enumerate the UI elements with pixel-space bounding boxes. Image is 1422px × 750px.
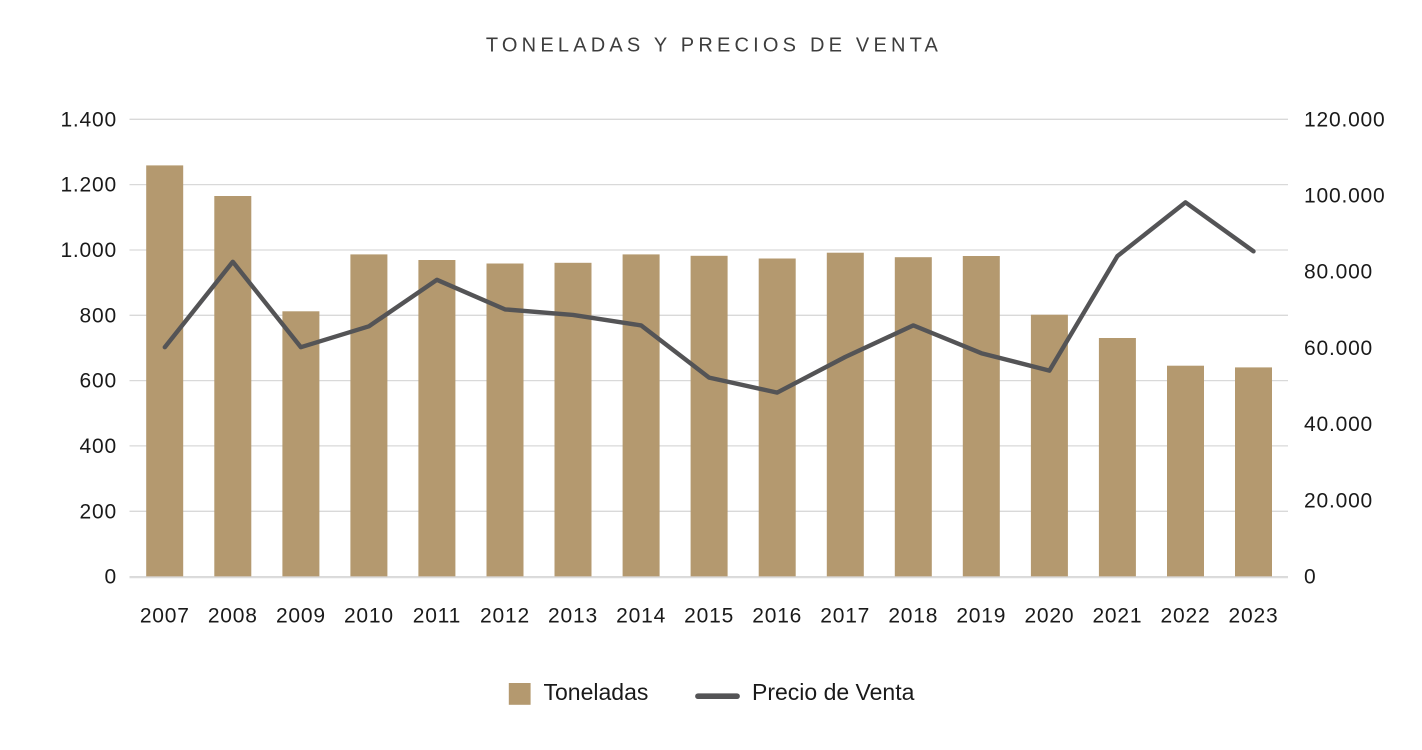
svg-text:2012: 2012 xyxy=(480,605,530,628)
svg-text:40.000: 40.000 xyxy=(1304,413,1373,436)
svg-text:TONELADAS Y PRECIOS DE VENTA: TONELADAS Y PRECIOS DE VENTA xyxy=(486,35,942,57)
svg-text:400: 400 xyxy=(80,435,117,458)
svg-text:2016: 2016 xyxy=(752,605,802,628)
svg-text:2020: 2020 xyxy=(1024,605,1074,628)
svg-text:2017: 2017 xyxy=(820,605,870,628)
svg-text:60.000: 60.000 xyxy=(1304,337,1373,360)
svg-text:120.000: 120.000 xyxy=(1304,108,1386,131)
svg-text:2013: 2013 xyxy=(548,605,598,628)
svg-text:80.000: 80.000 xyxy=(1304,261,1373,284)
svg-text:1.200: 1.200 xyxy=(60,174,117,197)
svg-text:800: 800 xyxy=(80,304,117,327)
svg-text:100.000: 100.000 xyxy=(1304,185,1386,208)
svg-text:200: 200 xyxy=(80,500,117,523)
svg-text:2008: 2008 xyxy=(208,605,258,628)
svg-text:2010: 2010 xyxy=(344,605,394,628)
svg-text:2007: 2007 xyxy=(140,605,190,628)
svg-text:1.000: 1.000 xyxy=(60,239,117,262)
svg-text:2022: 2022 xyxy=(1161,605,1211,628)
svg-text:2011: 2011 xyxy=(413,605,461,628)
svg-text:2009: 2009 xyxy=(276,605,326,628)
svg-text:0: 0 xyxy=(1304,566,1316,589)
svg-text:2014: 2014 xyxy=(616,605,666,628)
svg-text:Toneladas: Toneladas xyxy=(544,679,649,705)
svg-text:20.000: 20.000 xyxy=(1304,489,1373,512)
svg-text:Precio de Venta: Precio de Venta xyxy=(752,679,915,705)
svg-text:0: 0 xyxy=(105,566,117,589)
svg-text:2023: 2023 xyxy=(1229,605,1279,628)
svg-text:600: 600 xyxy=(80,370,117,393)
svg-text:2019: 2019 xyxy=(956,605,1006,628)
svg-text:2018: 2018 xyxy=(888,605,938,628)
svg-text:2021: 2021 xyxy=(1092,605,1142,628)
svg-text:2015: 2015 xyxy=(684,605,734,628)
svg-text:1.400: 1.400 xyxy=(60,108,117,131)
